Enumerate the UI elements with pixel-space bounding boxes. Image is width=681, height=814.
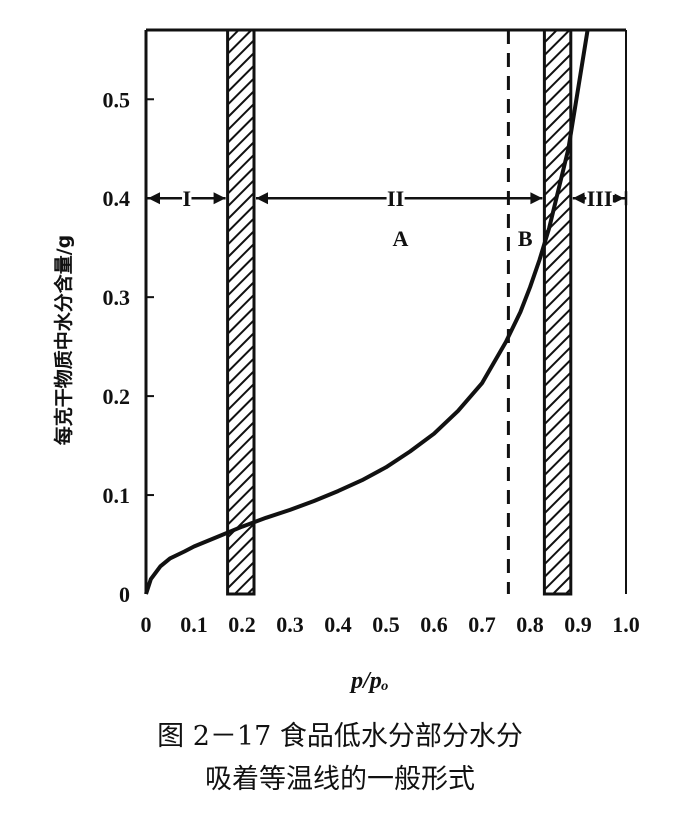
y-tick-label: 0.3 — [103, 285, 131, 310]
y-tick-label: 0.5 — [103, 87, 131, 112]
isotherm-curve — [144, 29, 590, 595]
region-II-label: II — [387, 186, 404, 211]
y-tick-label: 0.4 — [103, 186, 131, 211]
y-tick-label: 0 — [119, 582, 130, 607]
x-tick-label: 0 — [141, 612, 152, 637]
y-tick-label: 0.2 — [103, 384, 131, 409]
x-tick-label: 0.7 — [468, 612, 496, 637]
x-tick-label: 0.1 — [180, 612, 208, 637]
region-III-arrowhead-right — [612, 192, 624, 205]
region-I-arrowhead-right — [213, 192, 226, 205]
x-tick-label: 1.0 — [612, 612, 640, 637]
region-I-arrowhead-left — [148, 192, 160, 205]
region-III-label: III — [587, 186, 613, 211]
region-I-label: I — [183, 186, 192, 211]
label-B: B — [518, 226, 533, 251]
hatched-band-1 — [226, 28, 256, 596]
x-tick-label: 0.6 — [420, 612, 448, 637]
x-tick-label: 0.3 — [276, 612, 304, 637]
region-III-arrowhead-left — [572, 192, 585, 205]
region-II-arrowhead-left — [256, 192, 268, 205]
label-A: A — [392, 226, 408, 251]
x-tick-label: 0.5 — [372, 612, 400, 637]
x-tick-label: 0.4 — [324, 612, 352, 637]
x-tick-label: 0.9 — [564, 612, 592, 637]
y-tick-label: 0.1 — [103, 483, 131, 508]
region-II-arrowhead-right — [530, 192, 543, 205]
hatched-band-2 — [542, 28, 573, 596]
x-tick-label: 0.2 — [228, 612, 256, 637]
x-tick-label: 0.8 — [516, 612, 544, 637]
